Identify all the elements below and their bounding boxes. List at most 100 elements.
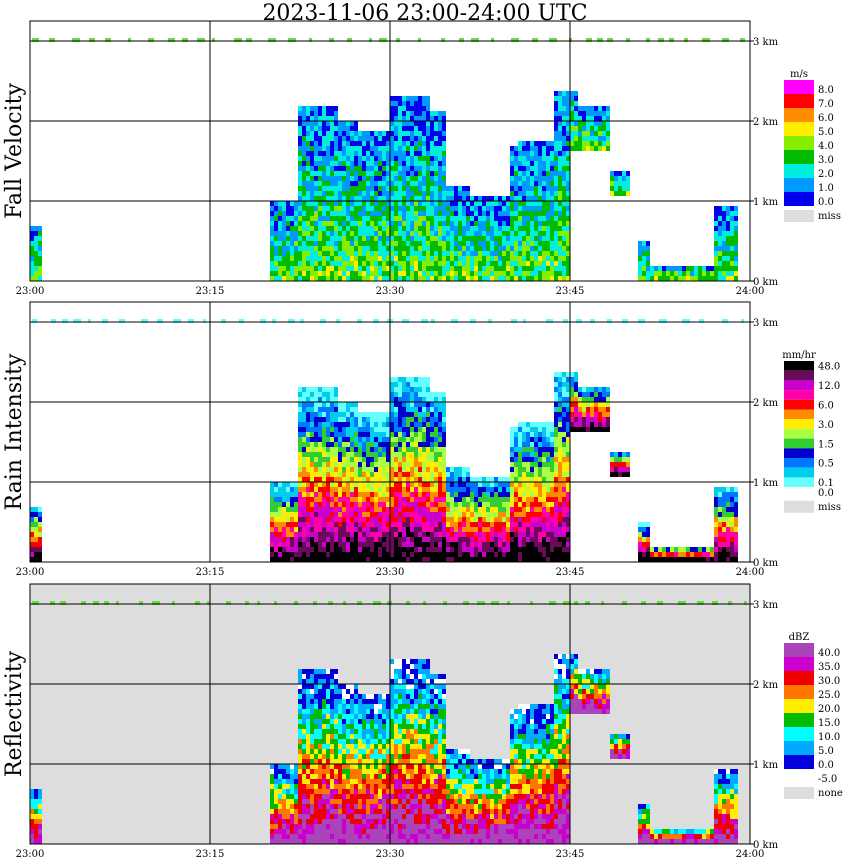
echo-cell bbox=[426, 457, 430, 462]
echo-cell bbox=[434, 392, 438, 397]
echo-cell bbox=[34, 251, 38, 256]
echo-cell bbox=[334, 126, 338, 131]
echo-cell bbox=[430, 271, 434, 276]
echo-cell bbox=[458, 221, 462, 226]
echo-cell bbox=[418, 452, 422, 457]
echo-cell bbox=[510, 547, 514, 552]
echo-cell bbox=[330, 462, 334, 467]
echo-cell bbox=[646, 261, 650, 266]
echo-cell bbox=[38, 532, 42, 537]
echo-cell bbox=[334, 522, 338, 527]
echo-cell bbox=[538, 231, 542, 236]
echo-cell bbox=[362, 181, 366, 186]
echo-cell bbox=[534, 226, 538, 231]
echo-cell bbox=[562, 201, 566, 206]
echo-cell bbox=[378, 211, 382, 216]
echo-cell bbox=[434, 522, 438, 527]
echo-cell bbox=[322, 156, 326, 161]
echo-cell bbox=[334, 437, 338, 442]
echo-cell bbox=[306, 497, 310, 502]
echo-cell bbox=[314, 161, 318, 166]
echo-cell bbox=[314, 111, 318, 116]
echo-cell bbox=[410, 126, 414, 131]
echo-cell bbox=[490, 206, 494, 211]
echo-cell bbox=[690, 547, 694, 552]
echo-cell bbox=[518, 141, 522, 146]
echo-cell bbox=[326, 507, 330, 512]
echo-cell bbox=[346, 121, 350, 126]
echo-cell bbox=[310, 276, 314, 281]
echo-cell bbox=[278, 231, 282, 236]
echo-cell bbox=[298, 166, 302, 171]
echo-cell bbox=[342, 417, 346, 422]
echo-cell bbox=[522, 171, 526, 176]
echo-cell bbox=[438, 201, 442, 206]
echo-cell bbox=[514, 201, 518, 206]
echo-cell bbox=[358, 447, 362, 452]
echo-cell bbox=[526, 231, 530, 236]
echo-cell bbox=[722, 542, 726, 547]
echo-cell bbox=[458, 236, 462, 241]
echo-cell bbox=[570, 387, 574, 392]
echo-cell bbox=[498, 532, 502, 537]
echo-cell bbox=[434, 407, 438, 412]
echo-cell bbox=[566, 91, 570, 96]
echo-cell bbox=[726, 502, 730, 507]
echo-cell bbox=[526, 271, 530, 276]
echo-cell bbox=[346, 166, 350, 171]
echo-cell bbox=[566, 497, 570, 502]
echo-cell bbox=[398, 407, 402, 412]
echo-cell bbox=[294, 261, 298, 266]
plot-frame bbox=[29, 20, 751, 282]
echo-cell bbox=[538, 492, 542, 497]
echo-cell bbox=[410, 246, 414, 251]
echo-cell bbox=[482, 276, 486, 281]
echo-cell bbox=[518, 437, 522, 442]
echo-cell bbox=[346, 161, 350, 166]
echo-cell bbox=[534, 492, 538, 497]
echo-cell bbox=[382, 166, 386, 171]
echo-cell bbox=[550, 161, 554, 166]
echo-cell bbox=[306, 447, 310, 452]
echo-cell bbox=[286, 502, 290, 507]
echo-cell bbox=[350, 527, 354, 532]
echo-cell bbox=[646, 547, 650, 552]
echo-cell bbox=[538, 452, 542, 457]
echo-cell bbox=[334, 106, 338, 111]
echo-cell bbox=[378, 181, 382, 186]
legend-swatch bbox=[784, 80, 814, 94]
echo-cell bbox=[298, 542, 302, 547]
echo-cell bbox=[330, 141, 334, 146]
echo-cell bbox=[438, 497, 442, 502]
echo-cell bbox=[326, 276, 330, 281]
echo-cell bbox=[282, 512, 286, 517]
echo-cell bbox=[718, 256, 722, 261]
echo-cell bbox=[346, 502, 350, 507]
echo-cell bbox=[346, 211, 350, 216]
echo-cell bbox=[438, 181, 442, 186]
echo-cell bbox=[494, 547, 498, 552]
upper-band-cell bbox=[702, 38, 710, 42]
echo-cell bbox=[402, 146, 406, 151]
echo-cell bbox=[402, 462, 406, 467]
echo-cell bbox=[390, 447, 394, 452]
echo-cell bbox=[386, 236, 390, 241]
echo-cell bbox=[390, 211, 394, 216]
echo-cell bbox=[310, 246, 314, 251]
echo-cell bbox=[370, 231, 374, 236]
echo-cell bbox=[542, 171, 546, 176]
echo-cell bbox=[442, 186, 446, 191]
echo-cell bbox=[418, 472, 422, 477]
echo-cell bbox=[310, 522, 314, 527]
echo-cell bbox=[430, 136, 434, 141]
echo-cell bbox=[402, 417, 406, 422]
echo-cell bbox=[402, 457, 406, 462]
echo-cell bbox=[334, 166, 338, 171]
echo-cell bbox=[722, 537, 726, 542]
upper-band-cell bbox=[379, 38, 387, 42]
echo-cell bbox=[334, 136, 338, 141]
echo-cell bbox=[530, 422, 534, 427]
echo-cell bbox=[458, 482, 462, 487]
echo-cell bbox=[658, 266, 662, 271]
echo-cell bbox=[322, 196, 326, 201]
